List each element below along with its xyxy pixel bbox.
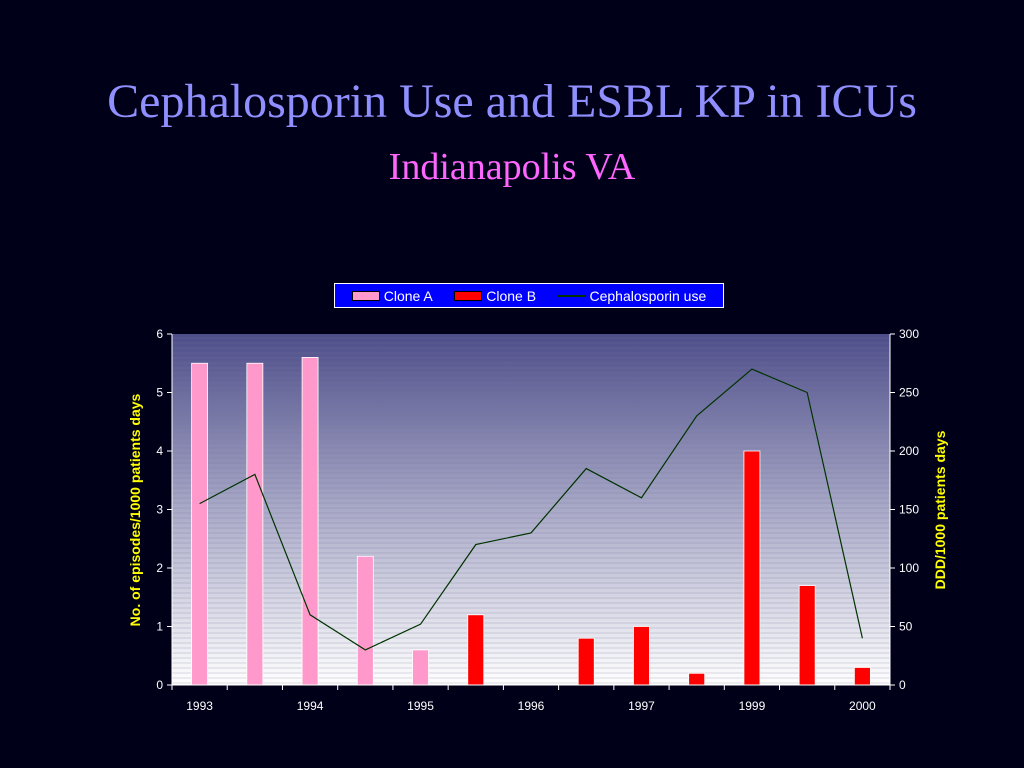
- bar-clone-b-12: [798, 585, 816, 686]
- slide-subtitle: Indianapolis VA: [388, 146, 636, 188]
- y-tick-label: 3: [156, 503, 163, 517]
- legend-item-clone-b: Clone B: [454, 288, 536, 304]
- x-tick-label: 1999: [739, 699, 766, 713]
- y-tick-label: 0: [156, 678, 163, 692]
- x-tick-label: 1997: [628, 699, 655, 713]
- x-tick-label: 1994: [297, 699, 324, 713]
- y2-tick-label: 100: [899, 561, 919, 575]
- bar-clone-b-11: [743, 450, 761, 686]
- line-series: [199, 368, 863, 651]
- legend-label-cephalosporin: Cephalosporin use: [589, 287, 707, 304]
- y-tick-label: 5: [156, 386, 163, 400]
- legend-label-clone-a: Clone A: [383, 287, 433, 304]
- bar-clone-b-8: [577, 637, 595, 686]
- legend-label-clone-b: Clone B: [486, 287, 537, 304]
- bar-clone-a-1: [191, 362, 209, 686]
- cephalosporin-line-swatch: [557, 294, 586, 297]
- y-axis-label: No. of episodes/1000 patients days: [127, 393, 143, 626]
- x-tick-label: 1996: [518, 699, 545, 713]
- bar-clone-a-3: [301, 356, 319, 686]
- x-tick-label: 1995: [407, 699, 434, 713]
- legend: Clone A Clone B Cephalosporin use: [334, 283, 724, 308]
- y2-tick-label: 0: [899, 678, 906, 692]
- clone-b-swatch: [454, 290, 483, 301]
- bar-clone-b-6: [467, 614, 485, 686]
- bar-clone-a-4: [356, 555, 374, 686]
- y-tick-label: 2: [156, 561, 163, 575]
- bar-clone-a-2: [246, 362, 264, 686]
- bar-clone-b-13: [853, 667, 871, 686]
- slide-title: Cephalosporin Use and ESBL KP in ICUs: [107, 75, 917, 128]
- x-tick-label: 1993: [186, 699, 213, 713]
- y-tick-label: 6: [156, 327, 163, 341]
- y-tick-label: 4: [156, 444, 163, 458]
- y2-tick-label: 300: [899, 327, 919, 341]
- y2-tick-label: 50: [899, 620, 913, 634]
- bar-clone-a-5: [412, 649, 429, 686]
- y2-tick-label: 200: [899, 444, 919, 458]
- y2-axis-label: DDD/1000 patients days: [932, 430, 948, 589]
- x-tick-label: 2000: [849, 699, 876, 713]
- legend-item-clone-a: Clone A: [351, 287, 433, 304]
- axes: 0 1 2 3 4 5 6 0 50 100 150 200 250 300 1993 1994 1995 199…: [156, 327, 919, 713]
- y2-tick-label: 150: [899, 503, 919, 517]
- gridlines: [172, 337, 890, 684]
- bar-clone-b-10: [688, 672, 706, 686]
- legend-item-cephalosporin: Cephalosporin use: [557, 288, 706, 304]
- bar-clone-b-9: [633, 626, 650, 686]
- y-tick-label: 1: [156, 620, 163, 634]
- clone-a-swatch: [351, 290, 380, 301]
- y2-tick-label: 250: [899, 386, 919, 400]
- cephalosporin-use-line: [199, 368, 863, 651]
- plot-area: [172, 334, 890, 685]
